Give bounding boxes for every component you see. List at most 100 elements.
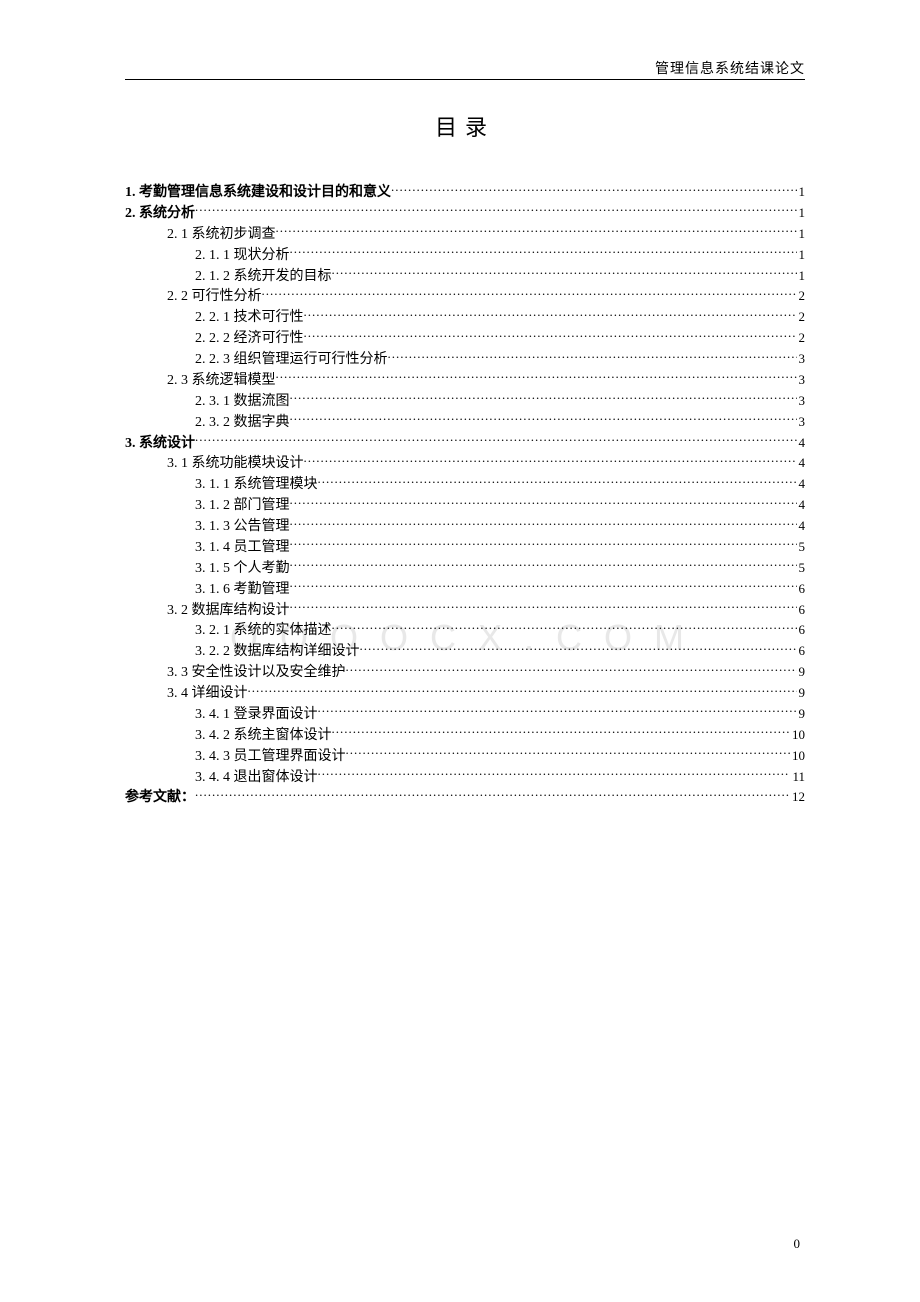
toc-entry: 3. 4. 2 系统主窗体设计10 [125,725,805,746]
toc-label: 3. 2. 2 数据库结构详细设计 [125,642,360,662]
toc-label: 2. 3 系统逻辑模型 [125,371,276,391]
toc-page-number: 4 [797,496,806,514]
toc-label: 3. 1. 2 部门管理 [125,496,290,516]
toc-leader-dots [318,474,797,488]
toc-entry: 3. 4 详细设计9 [125,683,805,704]
toc-page-number: 3 [797,371,806,389]
toc-page-number: 1 [797,225,806,243]
toc-page-number: 4 [797,517,806,535]
toc-entry: 3. 2. 1 系统的实体描述6 [125,620,805,641]
toc-label: 3. 1. 4 员工管理 [125,538,290,558]
toc-entry: 3. 2 数据库结构设计 6 [125,600,805,621]
toc-page-number: 1 [797,246,806,264]
toc-page-number: 6 [797,621,806,639]
toc-label: 2. 1. 2 系统开发的目标 [125,267,332,287]
toc-page-number: 6 [797,642,806,660]
toc-label: 2. 2 可行性分析 [125,287,262,307]
toc-label: 3. 系统设计 [125,434,195,454]
toc-label: 2. 3. 2 数据字典 [125,413,290,433]
toc-entry: 3. 1. 5 个人考勤5 [125,558,805,579]
toc-leader-dots [276,224,797,238]
toc-entry: 2. 2. 1 技术可行性 2 [125,307,805,328]
toc-label: 3. 4. 3 员工管理界面设计 [125,747,346,767]
toc-label: 3. 3 安全性设计以及安全维护 [125,663,346,683]
toc-label: 1. 考勤管理信息系统建设和设计目的和意义 [125,183,391,203]
toc-entry: 3. 2. 2 数据库结构详细设计 6 [125,641,805,662]
toc-leader-dots [391,182,797,196]
header-rule: 管理信息系统结课论文 [125,60,805,80]
toc-page-number: 10 [790,726,805,744]
toc-page-number: 1 [797,267,806,285]
toc-page-number: 3 [797,413,806,431]
toc-entry: 2. 1 系统初步调查 1 [125,224,805,245]
toc-leader-dots [360,641,797,655]
toc-label: 3. 1. 1 系统管理模块 [125,475,318,495]
toc-leader-dots [290,537,797,551]
toc-page-number: 4 [797,454,806,472]
toc-entry: 3. 4. 4 退出窗体设计11 [125,767,805,788]
toc-entry: 3. 1. 6 考勤管理 6 [125,579,805,600]
toc-leader-dots [304,453,797,467]
toc-entry: 2. 系统分析1 [125,203,805,224]
toc-entry: 3. 1. 4 员工管理 5 [125,537,805,558]
toc-entry: 3. 1. 1 系统管理模块 4 [125,474,805,495]
toc-label: 3. 2 数据库结构设计 [125,601,290,621]
toc-entry: 2. 1. 1 现状分析1 [125,245,805,266]
toc-page-number: 9 [797,684,806,702]
toc-entry: 2. 3 系统逻辑模型 3 [125,370,805,391]
toc-leader-dots [332,725,791,739]
toc-leader-dots [248,683,797,697]
toc-page-number: 9 [797,663,806,681]
toc-leader-dots [318,704,797,718]
toc-leader-dots [346,746,791,760]
toc-leader-dots [290,558,797,572]
toc-page-number: 10 [790,747,805,765]
toc-label: 参考文献： [125,788,195,808]
toc-label: 3. 4. 1 登录界面设计 [125,705,318,725]
toc-label: 3. 1 系统功能模块设计 [125,454,304,474]
toc-title: 目录 [125,110,805,142]
toc-entry: 2. 1. 2 系统开发的目标 1 [125,266,805,287]
toc-leader-dots [262,286,797,300]
toc-page-number: 1 [797,183,806,201]
toc-leader-dots [346,662,797,676]
toc-page-number: 2 [797,329,806,347]
toc-leader-dots [304,307,797,321]
toc-entry: 2. 2 可行性分析 2 [125,286,805,307]
toc-page-number: 6 [797,580,806,598]
toc-leader-dots [290,516,797,530]
toc-page-number: 2 [797,287,806,305]
toc-entry: 3. 1. 2 部门管理 4 [125,495,805,516]
toc-leader-dots [276,370,797,384]
toc-entry: 3. 4. 3 员工管理界面设计 10 [125,746,805,767]
toc-leader-dots [195,203,797,217]
toc-label: 3. 4. 4 退出窗体设计 [125,768,318,788]
toc-entry: 2. 3. 1 数据流图 3 [125,391,805,412]
toc-leader-dots [290,412,797,426]
toc-page-number: 4 [797,475,806,493]
toc-page-number: 5 [797,538,806,556]
toc-page-number: 3 [797,392,806,410]
toc-label: 2. 2. 2 经济可行性 [125,329,304,349]
toc-leader-dots [388,349,797,363]
toc-leader-dots [290,579,797,593]
toc-label: 3. 1. 6 考勤管理 [125,580,290,600]
toc-page-number: 4 [797,434,806,452]
toc-label: 2. 1 系统初步调查 [125,225,276,245]
toc-entry: 3. 1. 3 公告管理 4 [125,516,805,537]
toc-label: 3. 1. 3 公告管理 [125,517,290,537]
toc-label: 2. 2. 3 组织管理运行可行性分析 [125,350,388,370]
toc-leader-dots [195,787,790,801]
toc-label: 2. 3. 1 数据流图 [125,392,290,412]
toc-leader-dots [318,767,791,781]
toc-page-number: 2 [797,308,806,326]
toc-page-number: 6 [797,601,806,619]
toc-entry: 2. 2. 2 经济可行性 2 [125,328,805,349]
toc-label: 2. 系统分析 [125,204,195,224]
toc-entry: 3. 系统设计 4 [125,433,805,454]
toc-label: 2. 2. 1 技术可行性 [125,308,304,328]
toc-page-number: 12 [790,788,805,806]
toc-leader-dots [195,433,797,447]
toc-page-number: 3 [797,350,806,368]
toc-entry: 3. 1 系统功能模块设计 4 [125,453,805,474]
